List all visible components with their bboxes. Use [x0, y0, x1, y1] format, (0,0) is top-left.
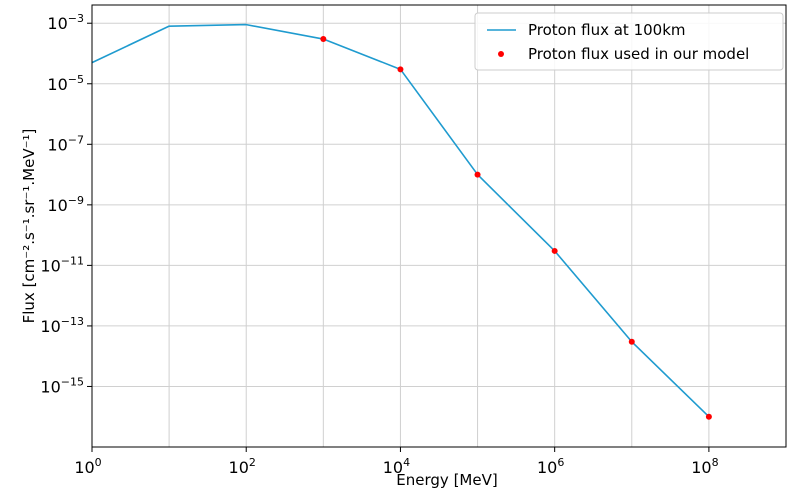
y-tick-label: 10−9 [47, 194, 84, 215]
y-tick-label: 10−3 [47, 12, 84, 33]
model-point [628, 338, 635, 345]
legend-label-scatter: Proton flux used in our model [528, 45, 749, 63]
axis-ticks: 100 102 104 106 108 10−3 10−5 10−7 10−9 10−11 10−1… [40, 12, 718, 477]
x-tick-label: 108 [691, 456, 718, 477]
plot-frame [91, 4, 787, 448]
x-tick-label: 102 [229, 456, 256, 477]
grid [91, 5, 786, 447]
y-tick-label: 10−15 [40, 375, 84, 396]
y-tick-label: 10−11 [40, 254, 84, 275]
legend-box [474, 12, 784, 71]
model-point [320, 36, 327, 43]
x-tick-label: 106 [537, 456, 564, 477]
legend-label-line: Proton flux at 100km [528, 21, 686, 39]
x-axis-label: Energy [MeV] [396, 471, 497, 489]
model-point [397, 66, 404, 73]
x-tick-label: 100 [74, 456, 101, 477]
legend: Proton flux at 100km Proton flux used in… [474, 12, 784, 71]
legend-dot-swatch [498, 51, 504, 57]
y-tick-label: 10−13 [40, 315, 84, 336]
y-tick-label: 10−7 [47, 133, 84, 154]
y-tick-label: 10−5 [47, 73, 84, 94]
x-tick-label: 104 [383, 456, 410, 477]
model-point [705, 413, 712, 420]
y-axis-label: Flux [cm⁻².s⁻¹.sr⁻¹.MeV⁻¹] [20, 129, 38, 324]
model-point [551, 247, 558, 254]
plot-series [91, 23, 712, 420]
model-point [474, 171, 481, 178]
